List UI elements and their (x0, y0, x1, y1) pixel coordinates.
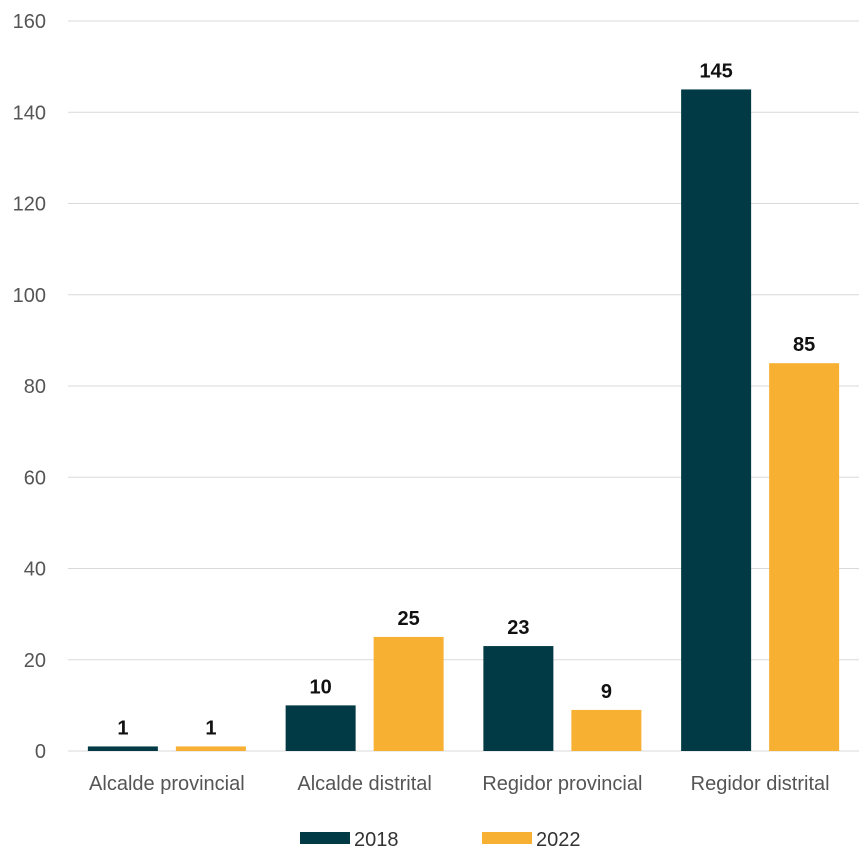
data-label: 1 (205, 717, 216, 739)
data-label: 9 (601, 681, 612, 703)
category-label: Alcalde distrital (297, 773, 432, 795)
bar-2022-0 (175, 746, 246, 751)
bar-2018-3 (681, 89, 752, 751)
y-axis-ticks: 0 20 40 60 80 100 120 140 160 (13, 11, 46, 763)
y-tick-label: 100 (13, 285, 46, 307)
bar-2022-2 (571, 709, 642, 751)
data-label: 10 (310, 676, 332, 698)
data-label: 23 (507, 617, 529, 639)
legend-label: 2018 (354, 829, 399, 848)
data-label: 25 (398, 608, 420, 630)
bar-2018-1 (285, 705, 356, 751)
y-tick-label: 80 (24, 376, 46, 398)
category-label: Alcalde provincial (89, 773, 245, 795)
bar-2018-2 (483, 646, 554, 751)
y-tick-label: 60 (24, 467, 46, 489)
y-tick-label: 160 (13, 11, 46, 33)
bar-2022-3 (769, 363, 840, 751)
x-axis-categories: Alcalde provincial Alcalde distrital Regid… (89, 773, 830, 795)
legend-label: 2022 (536, 829, 581, 848)
legend: 2018 2022 (300, 829, 581, 848)
data-label: 85 (793, 334, 815, 356)
legend-swatch-2018 (300, 832, 350, 844)
gridlines (68, 20, 859, 752)
legend-swatch-2022 (482, 832, 532, 844)
category-label: Regidor distrital (691, 773, 830, 795)
data-label: 145 (699, 60, 732, 82)
bar-2022-1 (373, 636, 444, 751)
data-label: 1 (117, 717, 128, 739)
category-label: Regidor provincial (482, 773, 642, 795)
y-tick-label: 140 (13, 102, 46, 124)
y-tick-label: 40 (24, 559, 46, 581)
y-tick-label: 120 (13, 194, 46, 216)
y-tick-label: 20 (24, 650, 46, 672)
bars (87, 89, 840, 751)
bar-2018-0 (87, 746, 158, 751)
data-labels: 1 1 10 25 23 9 145 85 (117, 60, 815, 739)
y-tick-label: 0 (35, 741, 46, 763)
